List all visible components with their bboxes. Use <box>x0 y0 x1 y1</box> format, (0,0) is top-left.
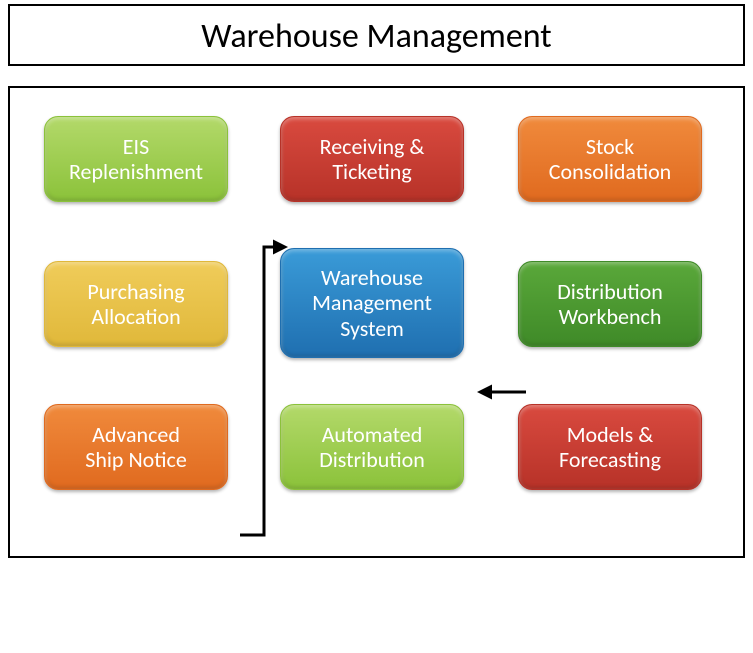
node-purch: PurchasingAllocation <box>44 261 228 347</box>
node-dist: DistributionWorkbench <box>518 261 702 347</box>
node-auto: AutomatedDistribution <box>280 404 464 490</box>
title-container: Warehouse Management <box>8 4 745 66</box>
node-label-asn: AdvancedShip Notice <box>85 422 187 473</box>
node-asn: AdvancedShip Notice <box>44 404 228 490</box>
node-label-stock: StockConsolidation <box>549 134 672 185</box>
node-label-eis: EISReplenishment <box>69 134 203 185</box>
node-label-recv: Receiving &Ticketing <box>320 134 425 185</box>
node-label-dist: DistributionWorkbench <box>557 279 663 330</box>
node-label-auto: AutomatedDistribution <box>319 422 425 473</box>
node-label-model: Models &Forecasting <box>559 422 661 473</box>
node-stock: StockConsolidation <box>518 116 702 202</box>
node-eis: EISReplenishment <box>44 116 228 202</box>
node-model: Models &Forecasting <box>518 404 702 490</box>
node-recv: Receiving &Ticketing <box>280 116 464 202</box>
edge-asn-recv <box>240 247 285 535</box>
node-label-wms: WarehouseManagementSystem <box>312 265 432 341</box>
page-title: Warehouse Management <box>10 6 743 68</box>
node-label-purch: PurchasingAllocation <box>87 279 184 330</box>
node-wms: WarehouseManagementSystem <box>280 248 464 358</box>
